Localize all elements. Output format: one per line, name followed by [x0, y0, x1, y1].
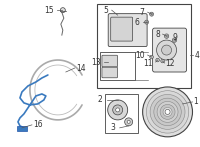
Bar [17, 126, 27, 131]
Circle shape [162, 45, 172, 55]
Bar [97, 4, 191, 88]
Text: 9: 9 [172, 33, 177, 42]
Text: 16: 16 [33, 120, 43, 129]
Circle shape [143, 87, 192, 137]
Bar [100, 52, 135, 80]
Text: 3: 3 [111, 123, 116, 132]
Circle shape [108, 100, 128, 120]
Text: 8: 8 [156, 30, 161, 39]
FancyBboxPatch shape [153, 28, 187, 72]
Text: 6: 6 [135, 18, 140, 27]
Circle shape [172, 38, 177, 42]
Text: 15: 15 [44, 6, 54, 15]
Text: 14: 14 [76, 64, 85, 72]
Circle shape [125, 118, 133, 126]
Text: 2: 2 [98, 95, 103, 104]
Circle shape [116, 108, 120, 112]
Text: 4: 4 [194, 51, 199, 60]
Circle shape [161, 59, 164, 63]
FancyBboxPatch shape [102, 67, 117, 78]
Circle shape [154, 98, 181, 126]
Circle shape [163, 107, 172, 116]
Circle shape [156, 58, 159, 62]
Circle shape [127, 120, 130, 123]
Text: 12: 12 [166, 59, 175, 67]
Circle shape [150, 55, 153, 59]
FancyBboxPatch shape [102, 55, 117, 67]
Circle shape [150, 12, 154, 16]
Circle shape [146, 91, 189, 133]
Text: 1: 1 [193, 97, 198, 106]
Circle shape [113, 105, 123, 115]
Text: 10: 10 [135, 51, 145, 60]
Text: 13: 13 [91, 57, 101, 67]
FancyBboxPatch shape [111, 17, 133, 41]
Circle shape [160, 104, 175, 119]
Circle shape [157, 101, 178, 122]
Circle shape [150, 94, 185, 129]
FancyBboxPatch shape [108, 14, 147, 47]
Circle shape [60, 8, 65, 13]
Circle shape [164, 34, 169, 38]
Circle shape [145, 20, 149, 24]
Bar [105, 94, 138, 133]
Circle shape [157, 40, 177, 60]
Circle shape [165, 109, 170, 114]
Text: 11: 11 [143, 59, 153, 67]
Text: 7: 7 [140, 8, 145, 17]
Text: 5: 5 [104, 6, 109, 15]
